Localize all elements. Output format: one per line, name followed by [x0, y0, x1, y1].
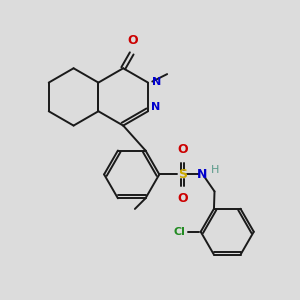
Text: O: O — [177, 143, 188, 156]
Text: N: N — [152, 76, 161, 86]
Text: S: S — [178, 168, 187, 181]
Text: O: O — [128, 34, 138, 47]
Text: Cl: Cl — [174, 227, 186, 237]
Text: N: N — [196, 168, 207, 181]
Text: O: O — [177, 193, 188, 206]
Text: N: N — [151, 102, 160, 112]
Text: H: H — [211, 165, 220, 175]
